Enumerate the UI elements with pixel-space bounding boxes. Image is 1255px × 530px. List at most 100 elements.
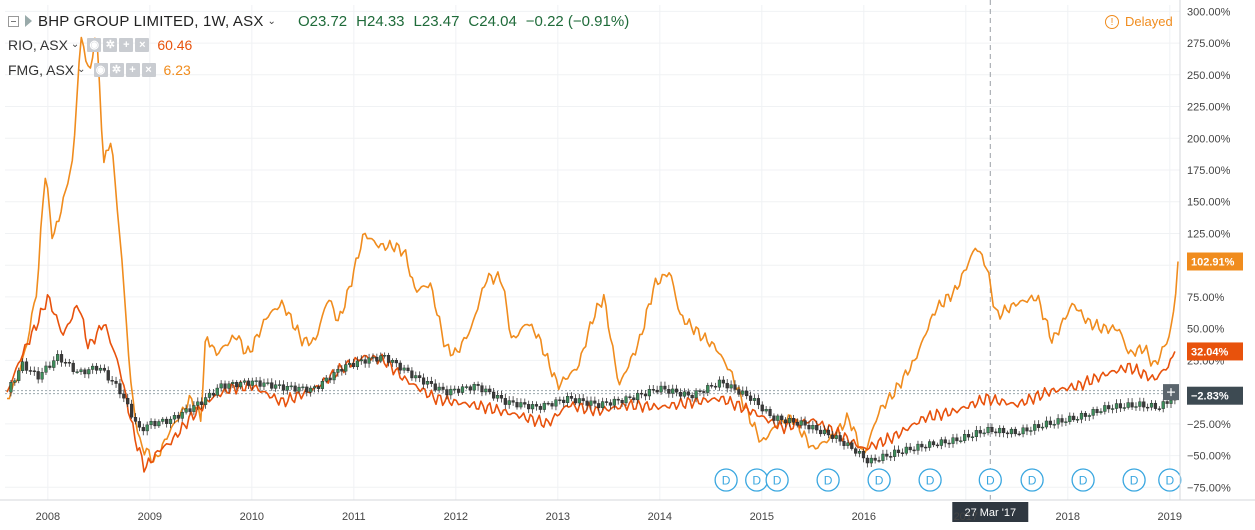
candle-body (1103, 405, 1107, 412)
last-value-label-bg (1187, 252, 1243, 271)
candle-body (176, 415, 180, 419)
candle-body (745, 390, 749, 397)
add-icon[interactable]: + (119, 37, 134, 52)
candle-body (44, 365, 48, 373)
candle-body (857, 450, 862, 454)
crosshair-label-bg (952, 502, 1029, 522)
candle-body (990, 427, 994, 433)
candle-body (1009, 428, 1013, 435)
close-icon[interactable]: × (135, 37, 150, 52)
chevron-down-icon[interactable]: ⌄ (267, 15, 276, 27)
settings-icon[interactable]: ✲ (103, 37, 118, 52)
candle-body (106, 370, 110, 381)
candle-body (803, 420, 807, 426)
candle-body (421, 377, 426, 385)
candle-body (258, 380, 262, 387)
candle-body (301, 386, 305, 389)
candle-body (40, 372, 44, 380)
y-tick-label: −50.00% (1187, 451, 1231, 463)
dividend-marker-label: D (824, 474, 833, 488)
candle-body (211, 392, 215, 396)
compare-symbol-fmg[interactable]: FMG, ASX (8, 61, 75, 78)
candle-body (246, 380, 250, 386)
candle-body (386, 354, 391, 363)
candle-body (1111, 408, 1115, 410)
candle-body (970, 436, 975, 439)
eye-icon[interactable]: ◉ (87, 37, 102, 52)
compare-value-rio: 60.46 (157, 36, 193, 53)
candle-body (433, 383, 437, 391)
candle-body (94, 365, 99, 371)
collapse-icon[interactable] (8, 15, 19, 27)
candle-body (573, 398, 577, 404)
dividend-marker (714, 468, 738, 492)
close-icon[interactable]: × (141, 62, 156, 77)
candle-body (1122, 407, 1126, 409)
candle-body (659, 385, 663, 393)
candle-body (577, 398, 581, 404)
candle-body (153, 421, 157, 427)
candle-body (110, 380, 114, 382)
last-value-label-bg (1187, 386, 1243, 405)
series-line-fmg (6, 36, 1179, 464)
candle-body (285, 385, 289, 391)
chevron-down-icon[interactable]: ⌄ (70, 39, 80, 50)
flag-icon[interactable] (25, 15, 32, 27)
candle-body (1079, 412, 1084, 420)
delayed-indicator[interactable]: ! Delayed (1105, 14, 1173, 29)
candle-body (632, 397, 636, 401)
candle-body (351, 362, 356, 368)
candle-body (916, 443, 920, 451)
dividend-marker-label: D (1130, 474, 1139, 488)
candle-body (616, 398, 620, 401)
x-tick-label: 2009 (138, 511, 162, 523)
compare-symbol-rio[interactable]: RIO, ASX (8, 36, 68, 53)
candle-body (437, 386, 441, 391)
candle-body (1083, 412, 1087, 417)
candle-body (484, 388, 488, 393)
candle-body (402, 367, 406, 371)
candle-body (48, 365, 52, 368)
chevron-down-icon[interactable]: ⌄ (77, 64, 86, 75)
settings-icon[interactable]: ✲ (109, 62, 124, 77)
candle-body (145, 424, 149, 432)
candle-body (861, 450, 866, 459)
candle-body (534, 404, 539, 407)
candle-body (1126, 402, 1130, 408)
warning-icon: ! (1105, 14, 1119, 29)
compare-row-rio: RIO, ASX ⌄ ◉ ✲ + × 60.46 (8, 32, 629, 57)
y-tick-label: 50.00% (1187, 324, 1225, 336)
dividend-marker-label: D (986, 474, 995, 488)
y-tick-label: 125.00% (1187, 228, 1231, 240)
candle-body (114, 380, 118, 384)
candle-body (1130, 402, 1134, 408)
candle-body (558, 399, 562, 401)
candle-body (834, 435, 838, 439)
candle-body (476, 384, 480, 386)
x-tick-label: 2010 (240, 511, 264, 523)
eye-icon[interactable]: ◉ (93, 62, 108, 77)
add-icon[interactable]: + (125, 62, 140, 77)
candle-body (1134, 406, 1138, 408)
candle-body (1087, 415, 1091, 417)
candle-body (877, 460, 881, 462)
candle-body (406, 367, 410, 371)
candle-body (772, 415, 776, 421)
candle-body (277, 384, 282, 386)
candle-body (137, 421, 141, 428)
candle-body (71, 362, 75, 372)
candle-body (959, 440, 963, 442)
candle-body (546, 402, 550, 405)
candle-body (822, 429, 827, 435)
candle-body (262, 382, 266, 387)
candle-body (686, 391, 690, 396)
candle-body (157, 421, 161, 427)
candle-body (904, 446, 908, 454)
candle-body (274, 384, 278, 389)
y-tick-label: 150.00% (1187, 197, 1231, 209)
symbol-title[interactable]: BHP GROUP LIMITED, 1W, ASX (38, 12, 264, 30)
candle-body (1075, 419, 1080, 421)
candle-body (963, 434, 967, 441)
crosshair: 27 Mar '17 (952, 0, 1029, 522)
